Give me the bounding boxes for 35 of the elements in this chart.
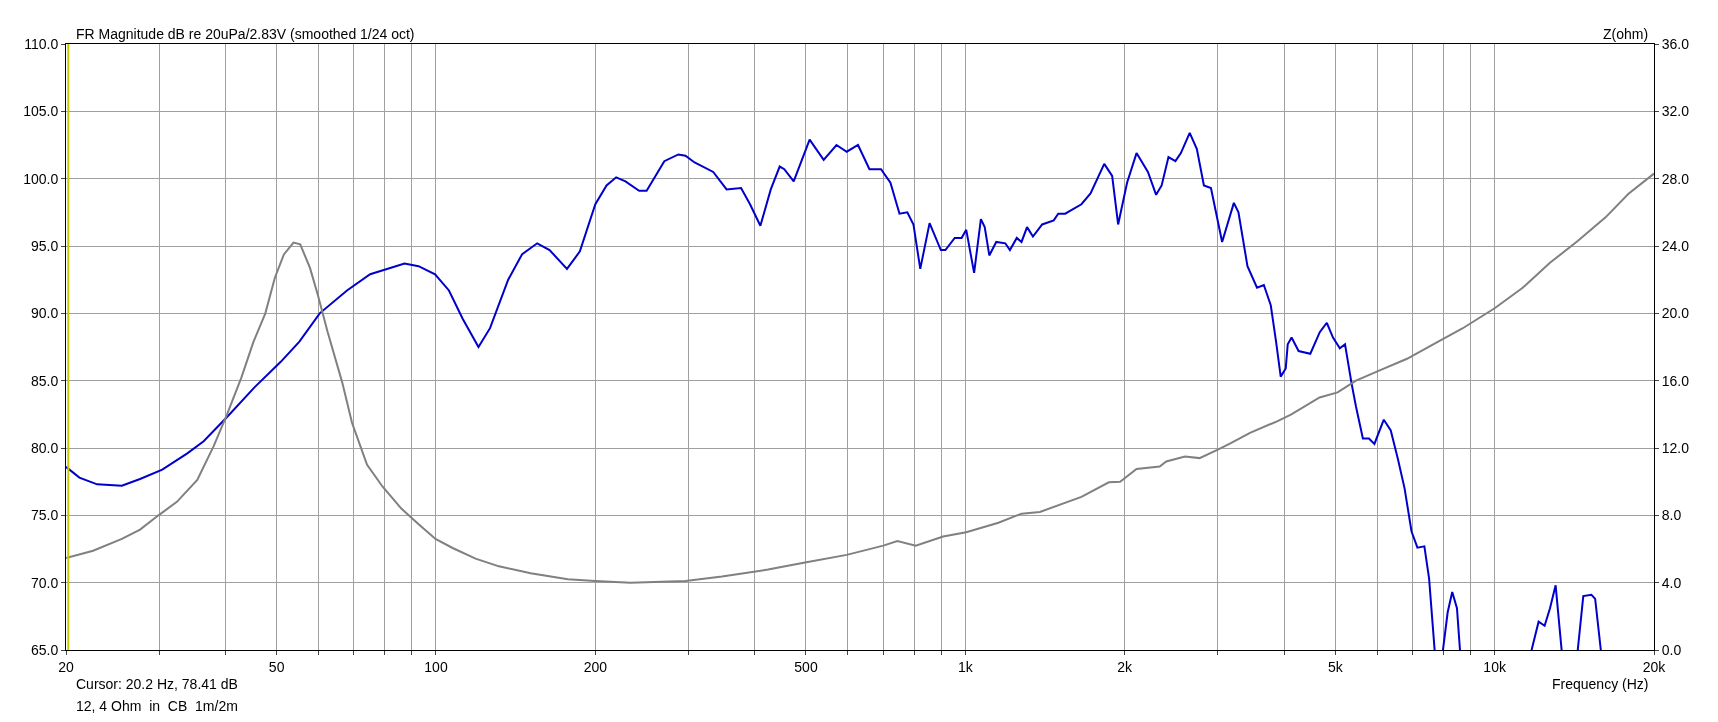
y-tick-label: 95.0	[30, 237, 59, 254]
x-tick-label: 100	[424, 658, 448, 675]
y2-axis-title: Z(ohm)	[1603, 26, 1649, 42]
y-tick-label: 70.0	[30, 574, 59, 591]
chart-title: FR Magnitude dB re 20uPa/2.83V (smoothed 1/24 oct)	[76, 26, 415, 42]
y-tick-label: 100.0	[23, 170, 59, 187]
y-tick-label: 110.0	[24, 35, 59, 52]
x-tick-label: 20	[58, 658, 74, 675]
x-tick-label: 20k	[1642, 658, 1667, 675]
y2-tick-label: 36.0	[1661, 35, 1690, 52]
y-tick-label: 105.0	[23, 103, 59, 120]
y2-tick-label: 24.0	[1661, 237, 1690, 254]
y2-tick-label: 12.0	[1661, 439, 1690, 456]
y-tick-label: 75.0	[30, 507, 59, 524]
y2-tick-label: 16.0	[1661, 372, 1690, 389]
y2-tick-label: 32.0	[1661, 103, 1690, 120]
x-tick-label: 50	[268, 658, 285, 675]
y-tick-label: 90.0	[30, 305, 59, 322]
y2-tick-label: 0.0	[1661, 641, 1682, 658]
y2-tick-label: 4.0	[1661, 574, 1682, 591]
y-tick-label: 85.0	[30, 372, 59, 389]
y-tick-label: 65.0	[30, 641, 59, 658]
x-axis-title: Frequency (Hz)	[1552, 676, 1649, 692]
x-tick-label: 500	[794, 658, 818, 675]
text: 12, 4 Ohm in CB 1m/2m	[76, 698, 238, 714]
x-tick-label: 2k	[1117, 658, 1134, 675]
y2-tick-label: 28.0	[1661, 170, 1690, 187]
x-tick-label: 200	[583, 658, 608, 675]
x-tick-label: 10k	[1483, 658, 1507, 675]
x-tick-label: 5k	[1327, 658, 1344, 675]
y-tick-label: 80.0	[30, 439, 59, 456]
x-tick-label: 1k	[957, 658, 974, 675]
text: Cursor: 20.2 Hz, 78.41 dB	[76, 676, 238, 692]
y2-tick-label: 8.0	[1661, 507, 1682, 524]
y2-tick-label: 20.0	[1661, 305, 1690, 322]
